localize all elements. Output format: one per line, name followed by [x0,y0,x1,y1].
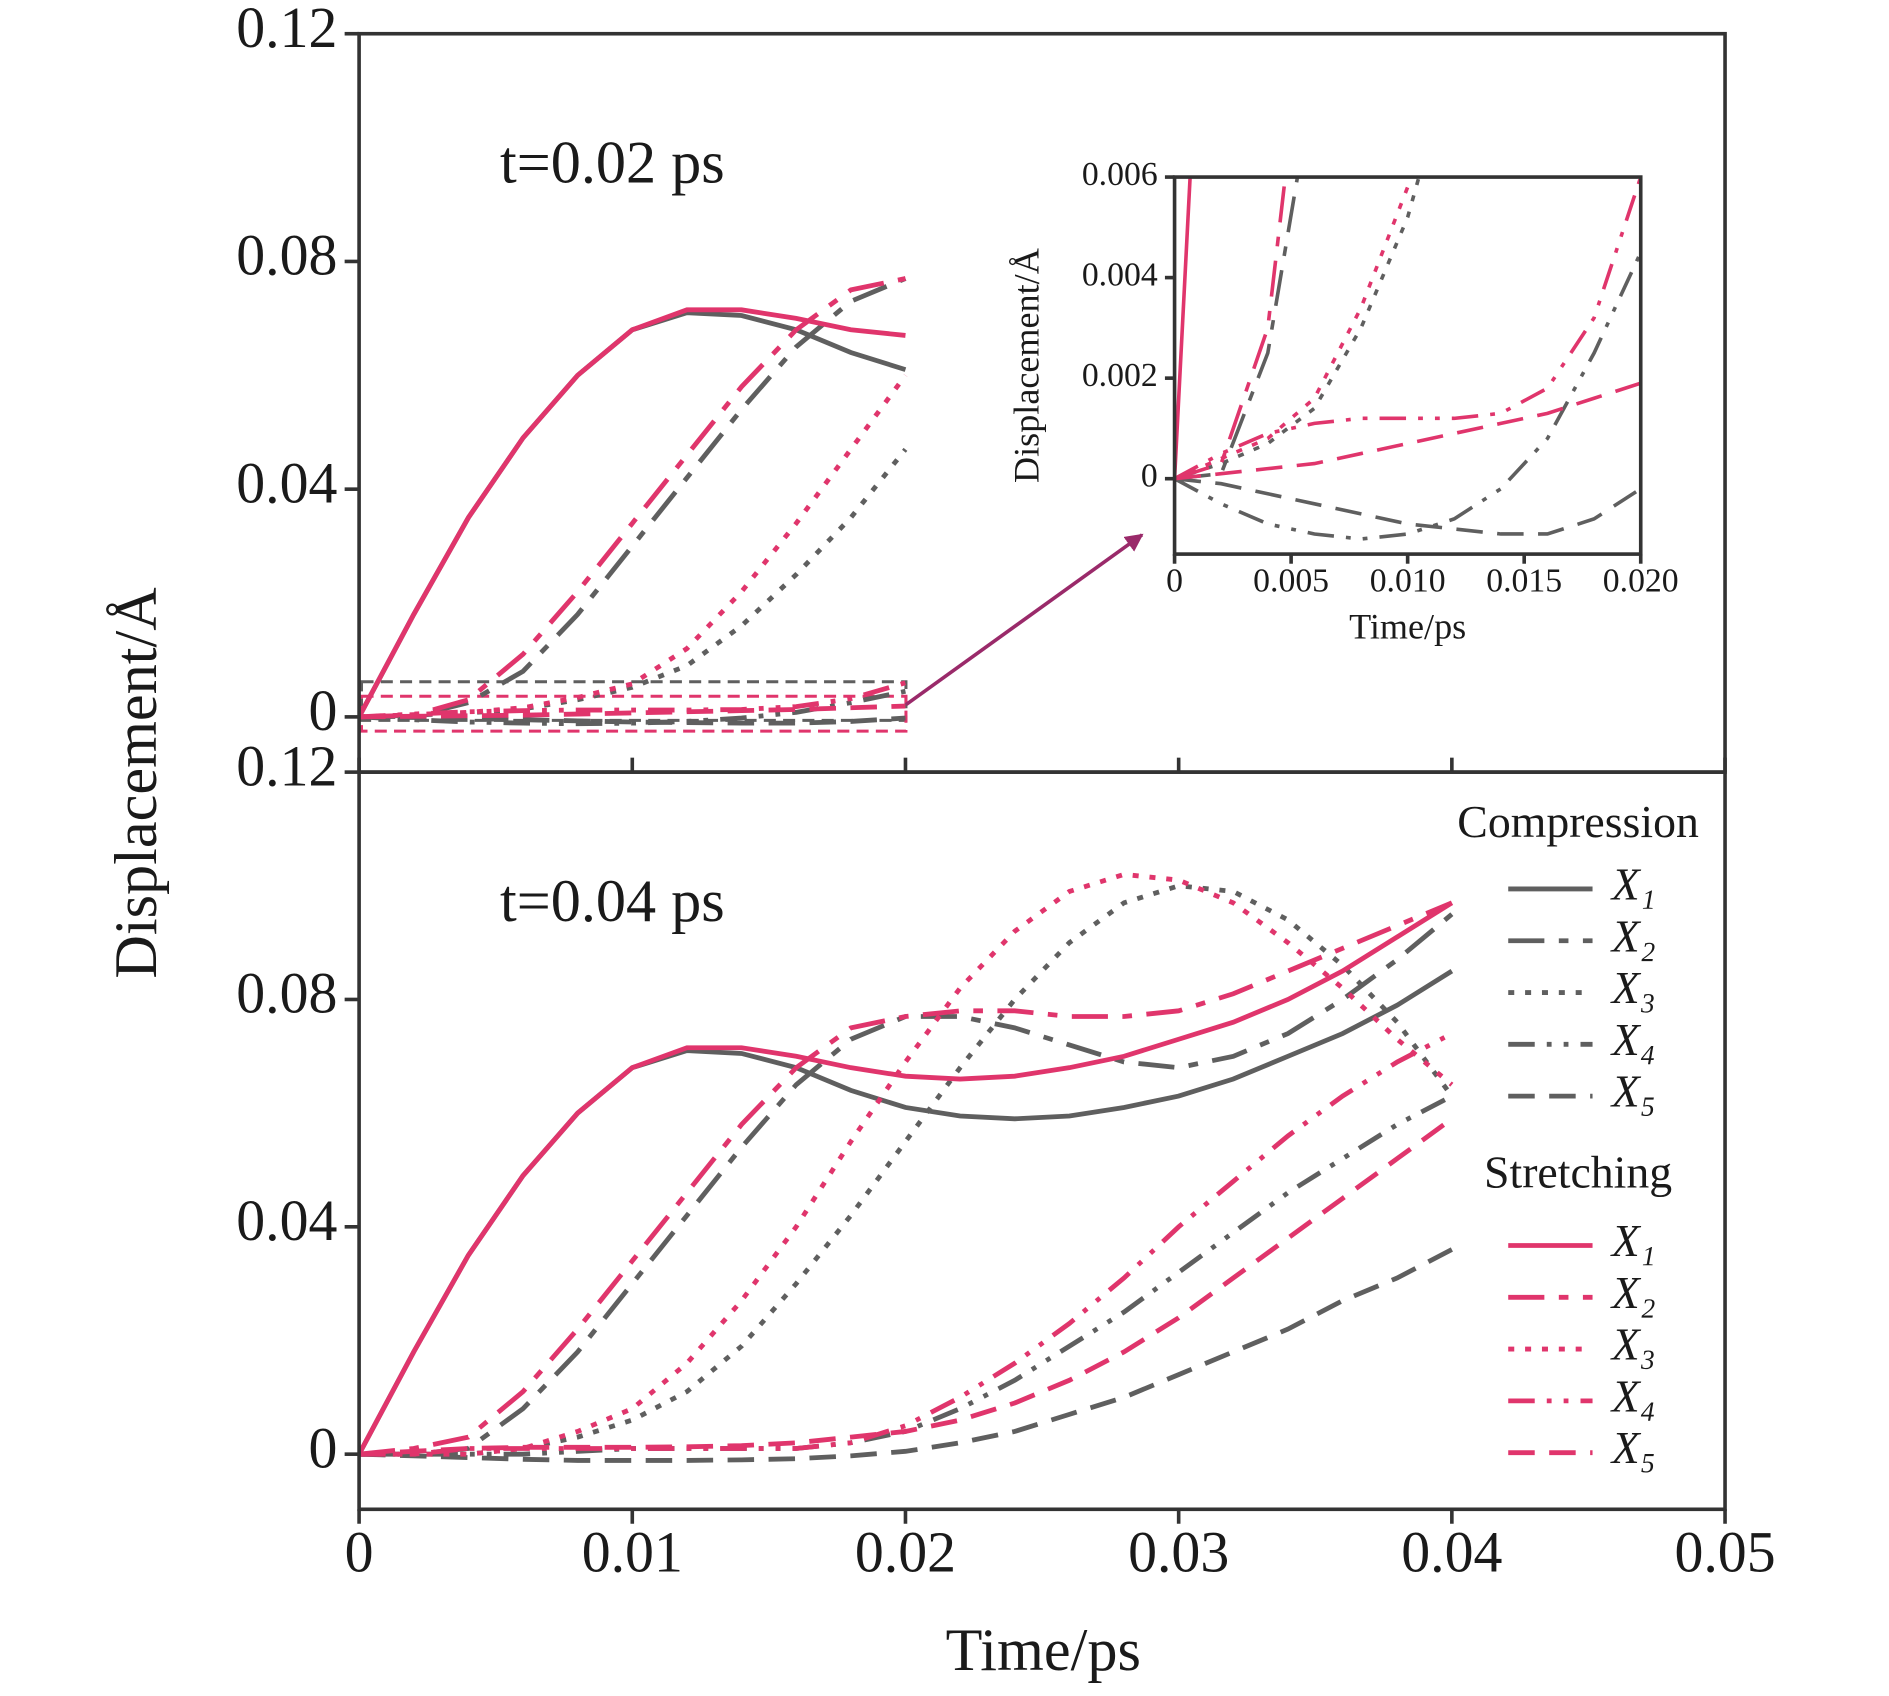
series-line [359,883,1454,1457]
series-line [359,1116,1454,1457]
y-tick-label: 0.002 [1082,357,1158,394]
plot-frame [1172,175,1643,556]
series-line [359,703,906,720]
plot-frame [357,770,1727,1512]
series-line [359,447,908,720]
x-tick-label: 0.015 [1486,563,1562,600]
legend-label: X₁ [1610,1215,1656,1266]
x-tick-label: 0.05 [1674,1520,1775,1585]
y-tick-label: 0.004 [1082,256,1158,293]
legend-label: X₃ [1610,1319,1656,1370]
x-tick-label: 0.01 [582,1520,683,1585]
plot-lines [359,276,908,727]
series-line [359,276,906,720]
series-line [359,900,1453,1457]
series-line [359,1093,1453,1457]
series-line [1174,177,1641,481]
y-tick-label: 0.08 [236,961,337,1026]
legend-label: X₂ [1610,910,1656,961]
legend-label: X₅ [1610,1422,1656,1473]
annotation: t=0.02 ps [500,129,725,196]
zoom-arrow [904,533,1144,707]
y-tick-label: 0.08 [236,223,337,288]
legend-title: Compression [1457,796,1699,847]
x-tick-label: 0.03 [1128,1520,1229,1585]
y-axis-label: Displacement/Å [103,587,170,979]
series-line [359,912,1454,1457]
series-line [359,680,907,720]
y-axis-label: Displacement/Å [1006,248,1046,483]
y-tick-label: 0.04 [236,450,337,515]
y-tick-label: 0.12 [236,733,337,798]
y-tick-label: 0.04 [236,1188,337,1253]
series-line [359,373,908,720]
x-axis-label: Time/ps [1349,606,1466,646]
series-line [359,310,907,719]
series-line [359,1247,1453,1463]
x-tick-label: 0.010 [1370,563,1446,600]
y-tick-label: 0.12 [236,0,337,60]
legend-label: X₃ [1610,962,1656,1013]
series-line [359,900,1454,1456]
legend-label: X₁ [1610,858,1656,909]
series-line [1174,177,1421,481]
y-tick-label: 0 [1141,457,1158,494]
legend-title: Stretching [1484,1146,1672,1197]
y-tick-label: 0 [309,678,338,743]
x-tick-label: 0.04 [1401,1520,1502,1585]
x-tick-label: 0.02 [855,1520,956,1585]
y-tick-label: 0 [309,1415,338,1480]
series-line [1174,476,1641,536]
x-tick-label: 0 [345,1520,374,1585]
series-line [1174,177,1300,481]
legend-label: X₅ [1610,1066,1656,1117]
legend-label: X₄ [1610,1014,1656,1065]
legend-label: X₄ [1610,1370,1656,1421]
annotation: t=0.04 ps [500,868,725,935]
series-line [1174,177,1413,481]
legend-label: X₂ [1610,1267,1656,1318]
x-tick-label: 0.020 [1603,563,1679,600]
series-line [359,969,1454,1456]
inset-background [1174,177,1641,555]
series-line [359,276,907,720]
x-axis-label: Time/ps [946,1617,1141,1684]
y-tick-label: 0.006 [1082,156,1158,193]
plot-lines [359,871,1454,1463]
series-line [359,871,1454,1457]
x-tick-label: 0.005 [1253,563,1329,600]
x-tick-label: 0 [1166,563,1183,600]
series-line [359,307,906,719]
plot-lines [1174,177,1641,541]
